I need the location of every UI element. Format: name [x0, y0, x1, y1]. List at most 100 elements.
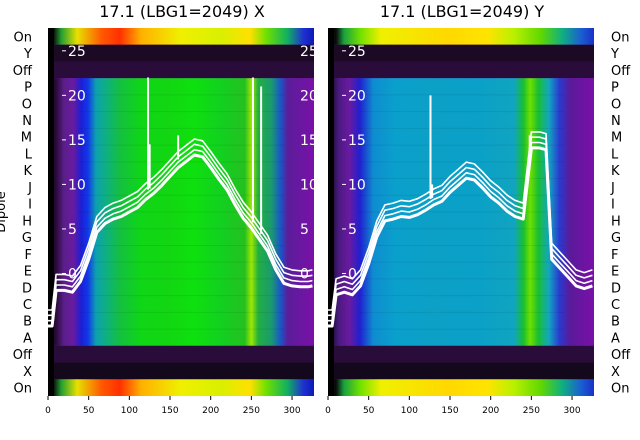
- dipole-label-left: X: [23, 365, 32, 380]
- band-off-bottom: [328, 345, 594, 363]
- dipole-label-right: O: [611, 97, 621, 112]
- x-tick-label: 250: [243, 406, 260, 416]
- x-tick-label: 300: [283, 406, 300, 416]
- dipole-label-right: H: [611, 214, 621, 229]
- x-tick-label: 50: [83, 406, 95, 416]
- dipole-label-left: M: [21, 131, 32, 146]
- x-tick-label: 150: [161, 406, 178, 416]
- band-off-top: [48, 61, 314, 79]
- band-y: [48, 44, 314, 62]
- band-on-bottom: [48, 379, 314, 396]
- inner-tick-label-right: 10: [300, 177, 318, 193]
- left-edge-column: [48, 28, 54, 396]
- dipole-label-right: M: [611, 131, 622, 146]
- dipole-label-left: Off: [13, 64, 33, 79]
- inner-tick-label-right: 25: [300, 44, 318, 60]
- dipole-label-left: I: [28, 198, 32, 213]
- dipole-label-left: Y: [23, 47, 32, 62]
- inner-tick-label-right: 5: [300, 222, 309, 238]
- band-x: [328, 362, 594, 380]
- dipole-label-left: O: [22, 97, 32, 112]
- inner-tick-label: 15: [348, 133, 366, 149]
- inner-tick-label: 0: [348, 266, 357, 282]
- dipole-label-right: C: [611, 298, 620, 313]
- dipole-label-left: Off: [13, 348, 33, 363]
- dipole-label-right: X: [611, 365, 620, 380]
- dipole-label-right: J: [610, 181, 615, 196]
- inner-tick-label-right: 0: [300, 266, 309, 282]
- dipole-label-right: F: [611, 248, 618, 263]
- band-on-top: [48, 28, 314, 45]
- dipole-label-left: G: [22, 231, 32, 246]
- y-axis-label: Dipole: [0, 191, 9, 232]
- dipole-label-right: Y: [610, 47, 619, 62]
- dipole-label-left: F: [25, 248, 32, 263]
- x-tick-label: 250: [523, 406, 540, 416]
- left-edge-column: [328, 28, 334, 396]
- inner-tick-label: 5: [68, 222, 77, 238]
- inner-tick-label: 0: [68, 266, 77, 282]
- heatmap-main-block: [48, 78, 314, 346]
- inner-tick-label: 25: [348, 44, 366, 60]
- dipole-label-right: Off: [611, 64, 631, 79]
- band-off-bottom: [48, 345, 314, 363]
- chart-title-x: 17.1 (LBG1=2049) X: [99, 2, 265, 21]
- chart-title-y: 17.1 (LBG1=2049) Y: [380, 2, 545, 21]
- x-tick-label: 150: [441, 406, 458, 416]
- dipole-label-right: Off: [611, 348, 631, 363]
- x-tick-label: 100: [121, 406, 138, 416]
- inner-tick-label-right: 15: [300, 133, 318, 149]
- dipole-label-right: N: [611, 114, 621, 129]
- profile-line: [48, 153, 313, 328]
- dipole-label-right: B: [611, 315, 620, 330]
- inner-tick-label: 10: [68, 177, 86, 193]
- inner-tick-label-right: 20: [300, 88, 318, 104]
- dipole-label-left: H: [22, 214, 32, 229]
- dipole-label-right: On: [611, 382, 629, 397]
- dipole-label-left: J: [27, 181, 32, 196]
- dipole-label-right: K: [611, 164, 620, 179]
- inner-tick-label: 5: [348, 222, 357, 238]
- dipole-label-left: N: [22, 114, 32, 129]
- profile-line: [328, 131, 593, 311]
- dipole-label-right: G: [611, 231, 621, 246]
- dipole-label-left: B: [23, 315, 32, 330]
- dipole-label-right: D: [611, 281, 621, 296]
- inner-tick-label: 20: [348, 88, 366, 104]
- band-x: [48, 362, 314, 380]
- band-on-top: [328, 28, 594, 45]
- dipole-label-left: C: [23, 298, 32, 313]
- band-off-top: [328, 61, 594, 79]
- dipole-label-left: On: [14, 30, 32, 45]
- band-on-bottom: [328, 379, 594, 396]
- x-tick-label: 300: [563, 406, 580, 416]
- dipole-label-right: A: [611, 331, 620, 346]
- dipole-label-left: A: [23, 331, 32, 346]
- dipole-label-left: E: [24, 265, 32, 280]
- x-tick-label: 200: [202, 406, 219, 416]
- profile-line: [48, 148, 313, 322]
- band-y: [328, 44, 594, 62]
- x-tick-label: 50: [363, 406, 375, 416]
- dipole-label-left: K: [23, 164, 32, 179]
- inner-tick-label: 20: [68, 88, 86, 104]
- dipole-label-left: L: [25, 147, 33, 162]
- x-tick-label: 200: [482, 406, 499, 416]
- dipole-label-right: On: [611, 30, 629, 45]
- dipole-label-right: I: [611, 198, 615, 213]
- x-tick-label: 100: [401, 406, 418, 416]
- dipole-label-left: P: [24, 81, 32, 96]
- dipole-label-right: P: [611, 81, 619, 96]
- dipole-label-left: On: [14, 382, 32, 397]
- inner-tick-label: 10: [348, 177, 366, 193]
- x-tick-label: 0: [325, 406, 331, 416]
- inner-tick-label: 25: [68, 44, 86, 60]
- inner-tick-label: 15: [68, 133, 86, 149]
- dipole-label-left: D: [22, 281, 32, 296]
- dipole-label-right: L: [611, 147, 619, 162]
